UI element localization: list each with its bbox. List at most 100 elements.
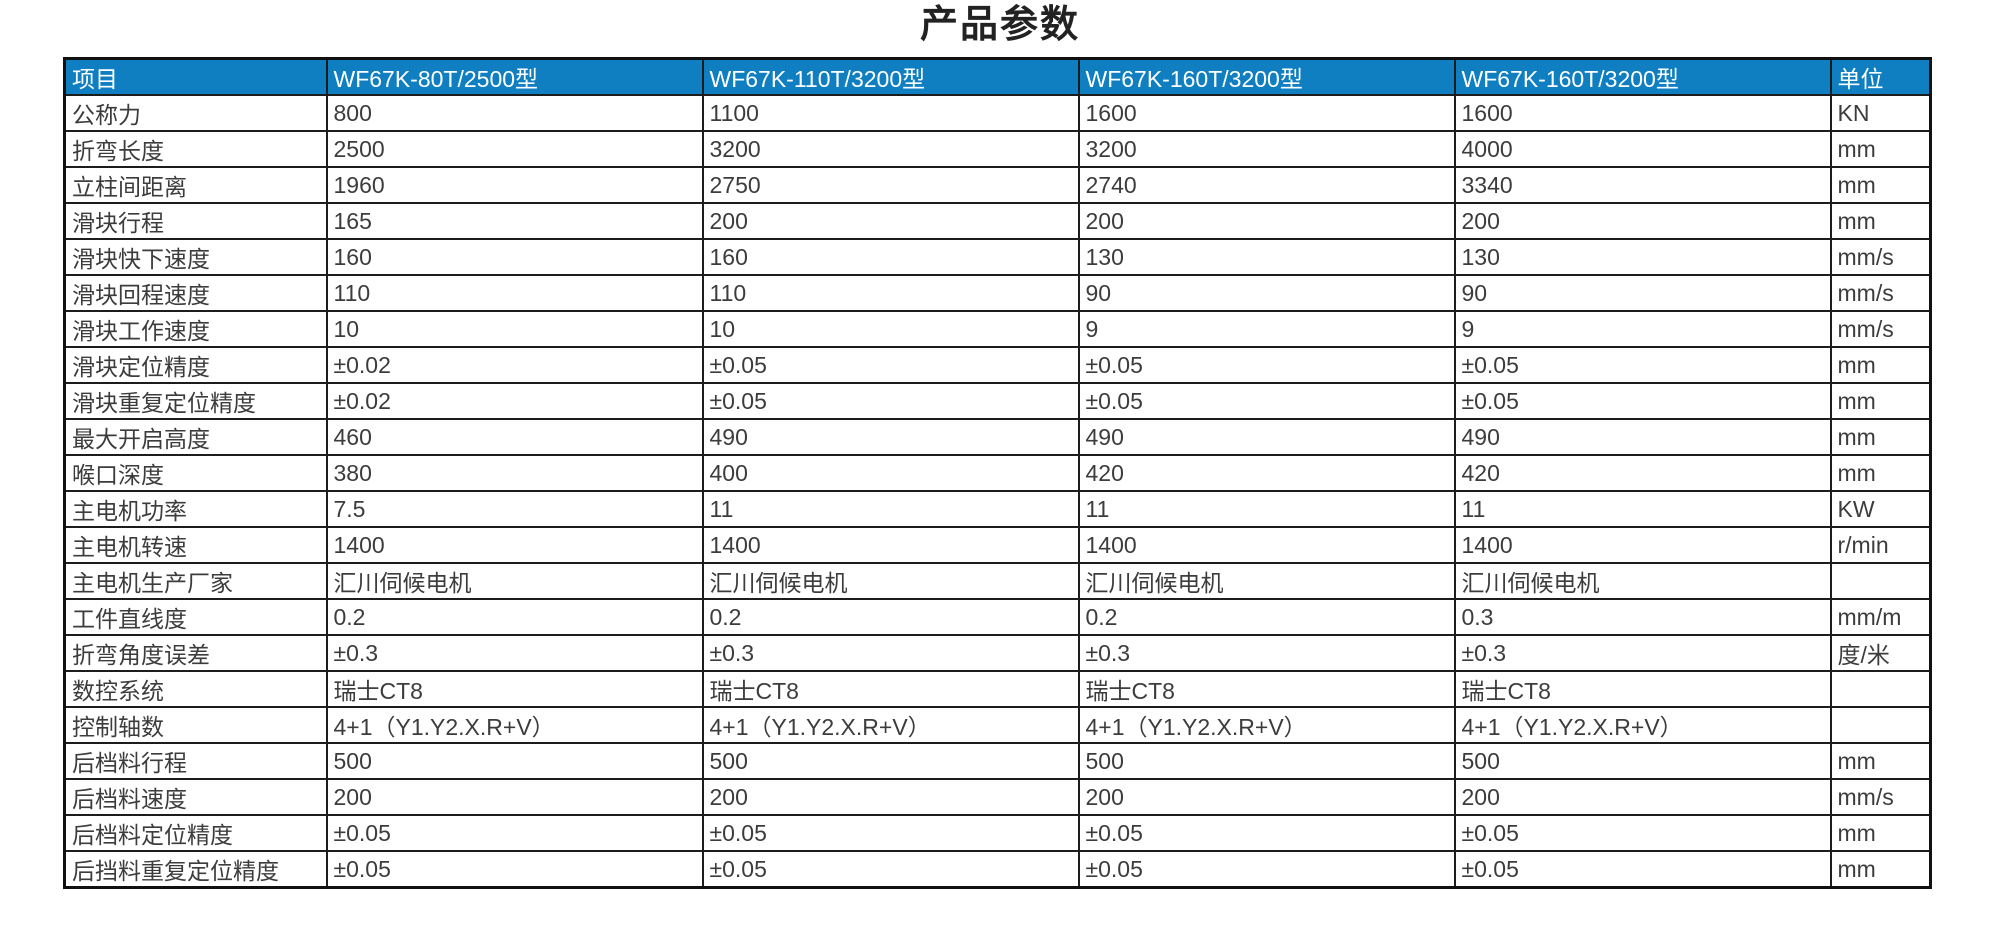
value-cell: ±0.05 xyxy=(1453,814,1832,852)
value-cell: ±0.3 xyxy=(1077,634,1456,672)
unit-cell: mm xyxy=(1829,454,1932,492)
row-label: 公称力 xyxy=(63,94,328,132)
row-label: 后档料速度 xyxy=(63,778,328,816)
row-label: 滑块行程 xyxy=(63,202,328,240)
row-label: 后挡料重复定位精度 xyxy=(63,850,328,889)
value-cell: ±0.05 xyxy=(1077,850,1456,889)
value-cell: 420 xyxy=(1077,454,1456,492)
value-cell: 200 xyxy=(1453,202,1832,240)
value-cell: 3200 xyxy=(701,130,1080,168)
value-cell: ±0.05 xyxy=(1077,382,1456,420)
table-row: 主电机生产厂家 汇川伺候电机 汇川伺候电机 汇川伺候电机 汇川伺候电机 xyxy=(63,562,1932,600)
value-cell: 汇川伺候电机 xyxy=(325,562,704,600)
value-cell: 165 xyxy=(325,202,704,240)
value-cell: 500 xyxy=(701,742,1080,780)
unit-cell: mm xyxy=(1829,130,1932,168)
row-label: 立柱间距离 xyxy=(63,166,328,204)
value-cell: 110 xyxy=(701,274,1080,312)
column-header-model-3: WF67K-160T/3200型 xyxy=(1077,57,1456,96)
unit-cell: mm xyxy=(1829,850,1932,889)
value-cell: 200 xyxy=(325,778,704,816)
value-cell: 110 xyxy=(325,274,704,312)
value-cell: 10 xyxy=(701,310,1080,348)
value-cell: ±0.05 xyxy=(701,346,1080,384)
row-label: 控制轴数 xyxy=(63,706,328,744)
value-cell: 11 xyxy=(1453,490,1832,528)
table-row: 后档料速度 200 200 200 200 mm/s xyxy=(63,778,1932,816)
value-cell: 汇川伺候电机 xyxy=(1453,562,1832,600)
value-cell: ±0.3 xyxy=(701,634,1080,672)
unit-cell: r/min xyxy=(1829,526,1932,564)
value-cell: 500 xyxy=(325,742,704,780)
table-row: 公称力 800 1100 1600 1600 KN xyxy=(63,94,1932,132)
row-label: 后档料行程 xyxy=(63,742,328,780)
column-header-item: 项目 xyxy=(63,57,328,96)
table-row: 最大开启高度 460 490 490 490 mm xyxy=(63,418,1932,456)
value-cell: 200 xyxy=(1453,778,1832,816)
value-cell: ±0.05 xyxy=(701,850,1080,889)
unit-cell: mm xyxy=(1829,418,1932,456)
value-cell: 汇川伺候电机 xyxy=(701,562,1080,600)
value-cell: 160 xyxy=(701,238,1080,276)
value-cell: ±0.02 xyxy=(325,346,704,384)
value-cell: 1400 xyxy=(325,526,704,564)
value-cell: 0.3 xyxy=(1453,598,1832,636)
value-cell: ±0.05 xyxy=(1077,346,1456,384)
value-cell: 1100 xyxy=(701,94,1080,132)
value-cell: 4000 xyxy=(1453,130,1832,168)
column-header-model-1: WF67K-80T/2500型 xyxy=(325,57,704,96)
value-cell: 90 xyxy=(1453,274,1832,312)
value-cell: ±0.05 xyxy=(701,814,1080,852)
value-cell: 160 xyxy=(325,238,704,276)
column-header-model-2: WF67K-110T/3200型 xyxy=(701,57,1080,96)
table-row: 控制轴数 4+1（Y1.Y2.X.R+V） 4+1（Y1.Y2.X.R+V） 4+1（… xyxy=(63,706,1932,744)
unit-cell: 度/米 xyxy=(1829,634,1932,672)
value-cell: 瑞士CT8 xyxy=(325,670,704,708)
table-row: 滑块重复定位精度 ±0.02 ±0.05 ±0.05 ±0.05 mm xyxy=(63,382,1932,420)
table-row: 主电机转速 1400 1400 1400 1400 r/min xyxy=(63,526,1932,564)
value-cell: 汇川伺候电机 xyxy=(1077,562,1456,600)
value-cell: 10 xyxy=(325,310,704,348)
value-cell: 1400 xyxy=(701,526,1080,564)
value-cell: 130 xyxy=(1453,238,1832,276)
value-cell: 瑞士CT8 xyxy=(1077,670,1456,708)
unit-cell: mm/s xyxy=(1829,778,1932,816)
value-cell: 200 xyxy=(701,778,1080,816)
value-cell: 2750 xyxy=(701,166,1080,204)
table-row: 滑块行程 165 200 200 200 mm xyxy=(63,202,1932,240)
value-cell: 420 xyxy=(1453,454,1832,492)
value-cell: 4+1（Y1.Y2.X.R+V） xyxy=(325,706,704,744)
unit-cell: mm xyxy=(1829,202,1932,240)
unit-cell: mm xyxy=(1829,814,1932,852)
value-cell: 90 xyxy=(1077,274,1456,312)
row-label: 后档料定位精度 xyxy=(63,814,328,852)
unit-cell: mm/s xyxy=(1829,238,1932,276)
value-cell: ±0.05 xyxy=(1077,814,1456,852)
value-cell: ±0.05 xyxy=(1453,382,1832,420)
value-cell: 1400 xyxy=(1453,526,1832,564)
value-cell: 1600 xyxy=(1453,94,1832,132)
value-cell: 500 xyxy=(1077,742,1456,780)
value-cell: 380 xyxy=(325,454,704,492)
value-cell: 1600 xyxy=(1077,94,1456,132)
value-cell: 130 xyxy=(1077,238,1456,276)
product-spec-table: 项目 WF67K-80T/2500型 WF67K-110T/3200型 WF67K-1… xyxy=(63,57,1932,889)
column-header-model-4: WF67K-160T/3200型 xyxy=(1453,57,1832,96)
unit-cell: mm/m xyxy=(1829,598,1932,636)
row-label: 数控系统 xyxy=(63,670,328,708)
table-row: 后档料行程 500 500 500 500 mm xyxy=(63,742,1932,780)
table-header-row: 项目 WF67K-80T/2500型 WF67K-110T/3200型 WF67K-1… xyxy=(63,57,1932,96)
table-row: 后档料定位精度 ±0.05 ±0.05 ±0.05 ±0.05 mm xyxy=(63,814,1932,852)
value-cell: 3340 xyxy=(1453,166,1832,204)
value-cell: 11 xyxy=(701,490,1080,528)
value-cell: 3200 xyxy=(1077,130,1456,168)
value-cell: ±0.05 xyxy=(701,382,1080,420)
value-cell: 2500 xyxy=(325,130,704,168)
page-title: 产品参数 xyxy=(919,4,1080,46)
table-row: 滑块定位精度 ±0.02 ±0.05 ±0.05 ±0.05 mm xyxy=(63,346,1932,384)
table-row: 后挡料重复定位精度 ±0.05 ±0.05 ±0.05 ±0.05 mm xyxy=(63,850,1932,889)
value-cell: 11 xyxy=(1077,490,1456,528)
table-row: 折弯角度误差 ±0.3 ±0.3 ±0.3 ±0.3 度/米 xyxy=(63,634,1932,672)
row-label: 滑块定位精度 xyxy=(63,346,328,384)
